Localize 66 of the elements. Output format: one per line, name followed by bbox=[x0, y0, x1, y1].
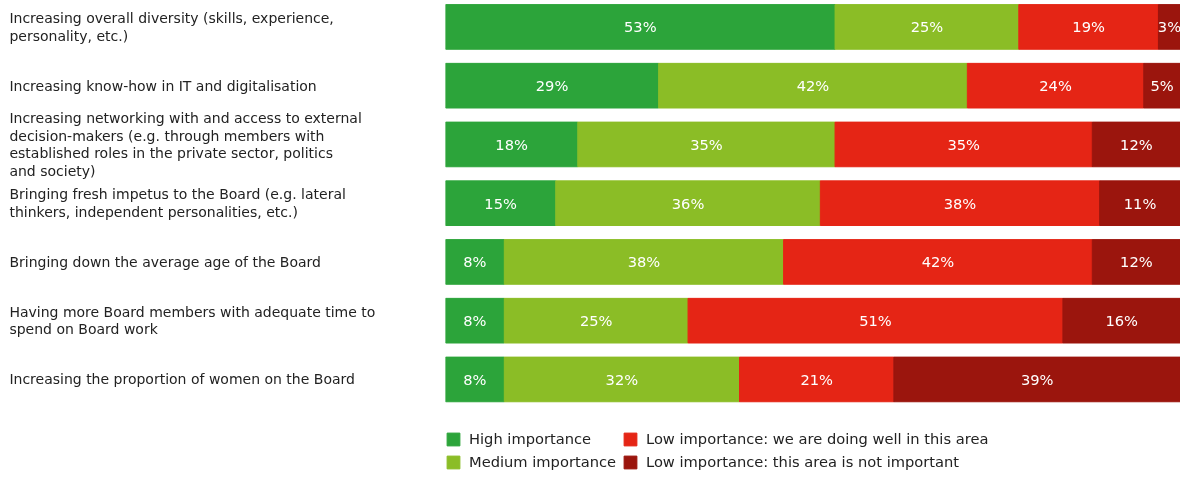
legend-label: Low importance: this area is not important bbox=[646, 453, 960, 470]
data-label: 3% bbox=[1157, 18, 1182, 36]
legend-label: High importance bbox=[469, 430, 592, 447]
bar bbox=[445, 62, 660, 109]
data-label: 18% bbox=[495, 135, 529, 153]
bar bbox=[893, 356, 1180, 403]
data-label: 35% bbox=[947, 135, 981, 153]
bar bbox=[1091, 121, 1180, 168]
y-tick-label: Having more Board members with adequate time to spend on Board work bbox=[9, 303, 376, 338]
y-tick-label: Bringing fresh impetus to the Board (e.g. lateral thinkers, independent personalities, etc.) bbox=[9, 186, 346, 220]
bar bbox=[834, 121, 1093, 168]
bar bbox=[445, 239, 505, 285]
bar bbox=[1099, 180, 1180, 227]
data-label: 21% bbox=[800, 370, 834, 388]
y-tick-label: Increasing the proportion of women on the Board bbox=[9, 371, 355, 388]
y-tick-label: Increasing know-how in IT and digitalisation bbox=[9, 77, 317, 94]
data-label: 16% bbox=[1105, 312, 1139, 330]
legend-label: Low importance: we are doing well in this area bbox=[646, 430, 989, 447]
bar bbox=[658, 62, 968, 109]
y-tick-label: Bringing down the average age of the Board bbox=[9, 253, 321, 270]
bar bbox=[1091, 239, 1180, 285]
bar bbox=[445, 180, 557, 227]
data-label: 8% bbox=[463, 253, 487, 271]
data-label: 35% bbox=[690, 135, 723, 153]
bar bbox=[687, 297, 1064, 344]
bar bbox=[966, 62, 1145, 109]
data-label: 39% bbox=[1020, 370, 1054, 388]
data-label: 38% bbox=[943, 194, 977, 212]
data-label: 42% bbox=[796, 77, 830, 95]
data-label: 42% bbox=[921, 253, 955, 271]
bar bbox=[1143, 62, 1180, 109]
data-label: 51% bbox=[859, 312, 892, 330]
data-label: 8% bbox=[463, 312, 487, 330]
bar bbox=[739, 356, 895, 403]
data-label: 12% bbox=[1120, 253, 1153, 271]
bar bbox=[503, 356, 740, 403]
bar bbox=[445, 121, 579, 168]
bar bbox=[1062, 297, 1180, 344]
data-label: 29% bbox=[535, 77, 569, 95]
data-label: 11% bbox=[1123, 194, 1157, 212]
bar bbox=[783, 239, 1093, 285]
data-label: 15% bbox=[484, 194, 517, 212]
data-label: 19% bbox=[1072, 18, 1105, 36]
bar bbox=[834, 4, 1020, 50]
data-label: 36% bbox=[671, 194, 705, 212]
data-label: 53% bbox=[623, 18, 657, 36]
data-label: 5% bbox=[1150, 77, 1174, 95]
bar bbox=[577, 121, 836, 168]
data-label: 38% bbox=[627, 253, 661, 271]
y-tick-label: Increasing overall diversity (skills, experience, personality, etc.) bbox=[9, 10, 334, 44]
data-label: 8% bbox=[463, 370, 487, 388]
data-label: 25% bbox=[910, 18, 944, 36]
bar bbox=[1018, 4, 1159, 50]
data-label: 25% bbox=[579, 312, 613, 330]
y-tick-label: Increasing networking with and access to external decision-makers (e.g. through members with established roles in the private sector, politics and society) bbox=[9, 110, 362, 179]
legend-label: Medium importance bbox=[469, 453, 616, 470]
bar bbox=[445, 297, 505, 344]
bar bbox=[445, 356, 505, 403]
data-label: 24% bbox=[1039, 77, 1072, 95]
bar bbox=[503, 297, 689, 344]
data-label: 32% bbox=[605, 370, 639, 388]
bar bbox=[445, 4, 836, 50]
bar bbox=[819, 180, 1101, 227]
data-label: 12% bbox=[1120, 135, 1153, 153]
bar bbox=[503, 239, 785, 285]
bar bbox=[555, 180, 821, 227]
